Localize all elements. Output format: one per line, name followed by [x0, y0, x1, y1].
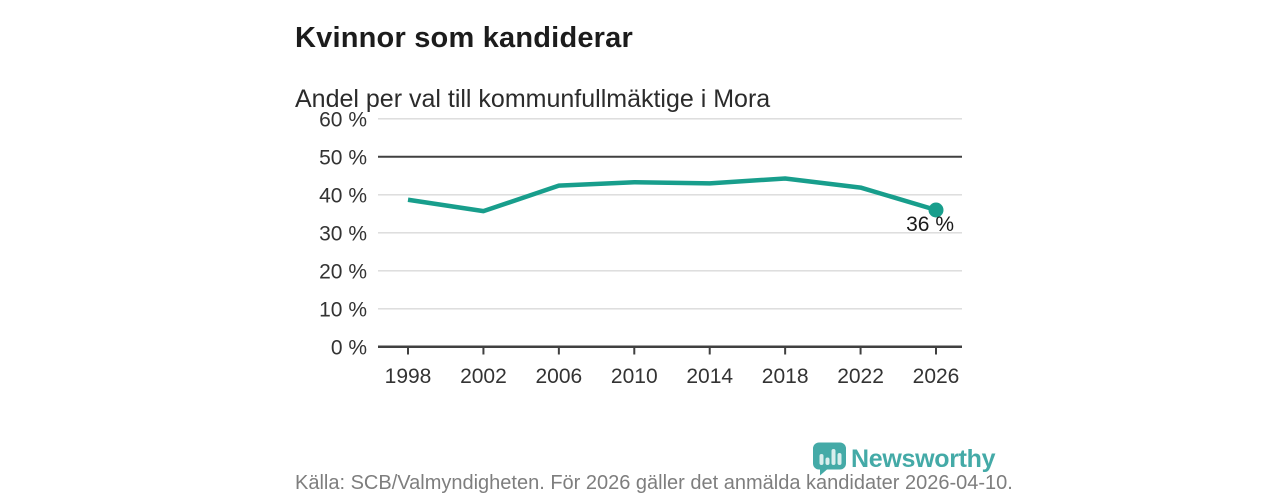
line-chart: 60 % 50 % 40 % 30 % 20 % 10 % 0 % 1998 2002 2006 2…	[319, 108, 962, 388]
y-tick-label: 0 %	[331, 336, 367, 359]
x-tick-label: 2018	[762, 365, 809, 388]
y-tick-label: 40 %	[319, 184, 367, 207]
y-tick-label: 30 %	[319, 222, 367, 245]
brand-name: Newsworthy	[851, 444, 996, 473]
data-line	[407, 176, 937, 214]
end-point-dot	[928, 202, 944, 218]
y-tick-label: 20 %	[319, 260, 367, 283]
y-tick-label: 50 %	[319, 146, 367, 169]
chart-subtitle: Andel per val till kommunfullmäktige i M…	[295, 85, 771, 113]
end-point-label: 36 %	[906, 213, 954, 236]
brand-logo: Newsworthy	[813, 442, 996, 476]
y-tick-label: 10 %	[319, 298, 367, 321]
x-tick-label: 2002	[460, 365, 507, 388]
x-tick-label: 2010	[611, 365, 658, 388]
x-tick-label: 2014	[686, 365, 733, 388]
chart-title: Kvinnor som kandiderar	[295, 22, 633, 55]
x-tick-label: 2026	[913, 365, 960, 388]
newsworthy-icon	[813, 442, 846, 476]
x-tick-label: 1998	[385, 365, 432, 388]
x-tick-label: 2022	[837, 365, 884, 388]
y-tick-label: 60 %	[319, 108, 367, 131]
x-tick-label: 2006	[535, 365, 582, 388]
